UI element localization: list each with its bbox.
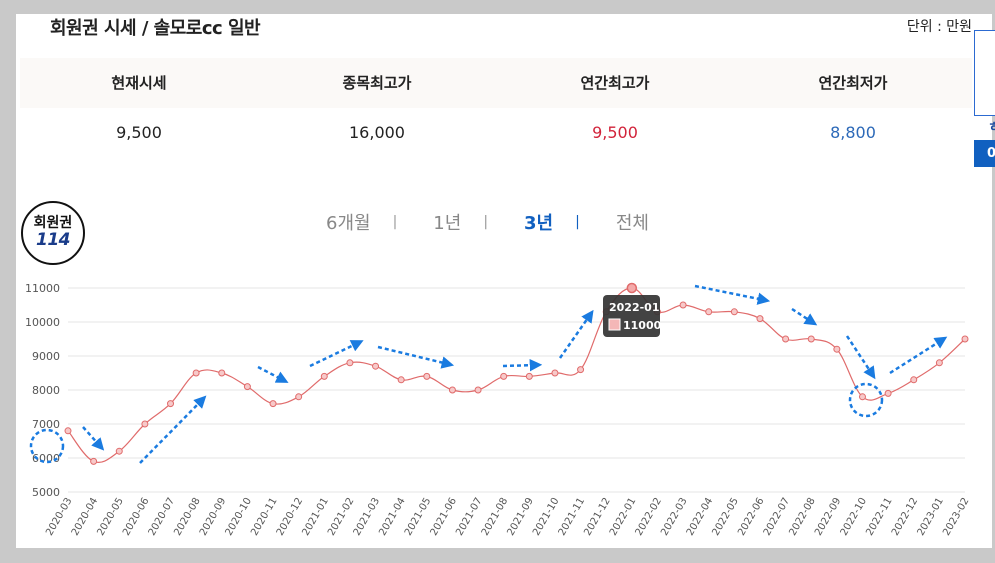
y-tick-label: 11000	[25, 282, 60, 295]
stat-value-alltime-high: 16,000	[349, 123, 405, 142]
side-panel-text: ㅎ	[988, 120, 995, 135]
data-point	[730, 308, 738, 316]
annotation-arrow	[791, 307, 818, 326]
tab-separator: |	[575, 214, 580, 230]
data-point	[90, 457, 98, 465]
data-point	[474, 386, 482, 394]
annotation-circle	[848, 382, 884, 418]
annotation-arrow	[377, 345, 455, 369]
annotation-arrow	[309, 340, 364, 368]
tab-separator: |	[483, 214, 489, 230]
data-point	[218, 369, 226, 377]
annotation-arrow	[845, 335, 876, 380]
unit-label: 단위 : 만원	[906, 19, 972, 35]
data-point	[167, 400, 175, 408]
tab-1year[interactable]: 1년	[433, 213, 462, 234]
logo-text-top: 회원권	[33, 215, 73, 231]
data-point	[397, 376, 405, 384]
brand-logo: 회원권 114	[21, 201, 85, 265]
data-point	[807, 335, 815, 343]
stat-header-year-high: 연간최고가	[580, 74, 650, 92]
data-point	[448, 386, 456, 394]
stats-header-row: 현재시세 종목최고가 연간최고가 연간최저가	[20, 58, 972, 108]
annotation-arrow	[82, 426, 105, 451]
data-point	[551, 369, 559, 377]
tab-separator: |	[392, 214, 398, 230]
y-tick-label: 7000	[32, 418, 60, 431]
data-point	[500, 372, 508, 380]
data-point	[141, 420, 149, 428]
data-point	[269, 400, 277, 408]
stat-value-year-high: 9,500	[592, 123, 638, 142]
data-point	[833, 345, 841, 353]
data-point	[577, 366, 585, 374]
data-point	[705, 308, 713, 316]
side-panel-edge	[974, 30, 995, 116]
data-point	[115, 447, 123, 455]
tooltip-swatch	[608, 318, 621, 331]
data-point	[346, 359, 354, 367]
x-tick-label: 2023-02	[941, 496, 971, 538]
annotation-arrow	[694, 284, 771, 305]
data-point	[910, 376, 918, 384]
data-point	[756, 315, 764, 323]
data-point	[884, 389, 892, 397]
y-tick-label: 5000	[32, 486, 60, 499]
stat-header-year-low: 연간최저가	[818, 74, 888, 92]
series-line	[67, 287, 966, 463]
tab-6months[interactable]: 6개월	[326, 213, 371, 234]
y-tick-label: 9000	[32, 350, 60, 363]
data-point	[858, 393, 866, 401]
tooltip-date: 2022-01	[609, 301, 660, 314]
annotation-arrow	[257, 365, 289, 383]
tab-all[interactable]: 전체	[615, 213, 649, 234]
data-point	[320, 372, 328, 380]
data-point	[295, 393, 303, 401]
stats-value-row: 9,500 16,000 9,500 8,800	[20, 108, 972, 160]
data-point	[525, 372, 533, 380]
tooltip-value: 11000	[623, 319, 662, 332]
logo-text-bottom: 114	[36, 230, 71, 250]
stat-header-current: 현재시세	[111, 74, 167, 92]
annotation-arrow	[889, 336, 948, 375]
stat-value-current: 9,500	[116, 123, 162, 142]
data-point	[192, 369, 200, 377]
side-panel-bar: 0	[974, 140, 995, 167]
data-point	[243, 383, 251, 391]
data-point	[64, 427, 72, 435]
data-point	[423, 372, 431, 380]
y-tick-label: 10000	[25, 316, 60, 329]
chart-tooltip: 2022-01 11000	[603, 295, 662, 337]
data-point	[961, 335, 969, 343]
period-tabs: 6개월 | 1년 | 3년 | 전체	[326, 210, 649, 234]
data-point	[782, 335, 790, 343]
page-title: 회원권 시세 / 솔모로cc 일반	[50, 18, 261, 39]
y-tick-label: 8000	[32, 384, 60, 397]
y-tick-label: 6000	[32, 452, 60, 465]
stat-header-alltime-high: 종목최고가	[342, 74, 412, 92]
stat-value-year-low: 8,800	[830, 123, 876, 142]
annotation-arrow	[558, 309, 594, 359]
tab-3years[interactable]: 3년	[524, 213, 554, 234]
annotation-arrow	[502, 358, 543, 372]
data-point	[372, 362, 380, 370]
annotation-arrow	[139, 395, 207, 464]
price-panel: 회원권 시세 / 솔모로cc 일반 단위 : 만원 현재시세 종목최고가 연간최…	[16, 14, 992, 548]
highlighted-point	[626, 282, 638, 294]
data-point	[935, 359, 943, 367]
annotation-circle	[29, 428, 65, 464]
data-point	[679, 301, 687, 309]
